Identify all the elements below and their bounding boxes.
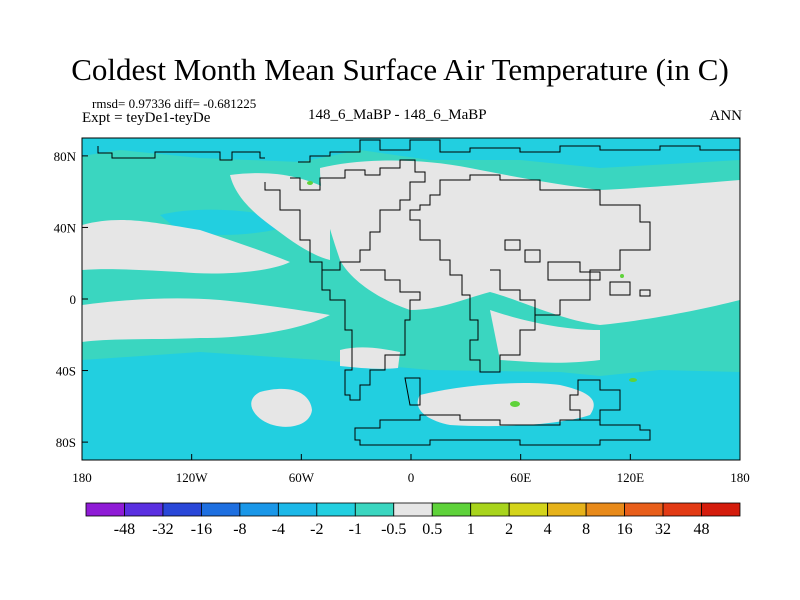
colorbar-swatch	[431, 502, 472, 517]
period-label: 148_6_MaBP - 148_6_MaBP	[308, 107, 487, 123]
coast-island-3	[547, 261, 601, 281]
coastlines	[97, 139, 740, 446]
colorbar-label: 8	[582, 521, 590, 538]
y-tick-label: 40N	[54, 220, 77, 235]
coast-island-1	[504, 239, 521, 251]
field-green-spot-3	[629, 378, 637, 382]
field-grey-npacific	[82, 220, 290, 274]
colorbar-swatch	[624, 502, 664, 517]
colorbar-swatch	[470, 502, 510, 517]
colorbar-label: 32	[655, 521, 671, 538]
x-tick-label: 0	[408, 470, 415, 485]
colorbar-swatch	[85, 502, 125, 517]
colorbar-swatch	[162, 502, 202, 517]
colorbar-swatch	[585, 502, 625, 517]
field-grey-satlantic	[340, 347, 400, 369]
field-grey-indian	[490, 310, 600, 363]
field-grey-namerica	[230, 173, 330, 260]
season-label: ANN	[709, 108, 743, 124]
colorbar-swatch	[662, 502, 702, 517]
colorbar-swatch	[201, 502, 241, 517]
colorbar-label: -8	[233, 521, 246, 538]
coast-island-5	[639, 289, 651, 297]
field-grey-antarctic-1	[417, 383, 594, 427]
colorbar-label: -4	[272, 521, 285, 538]
colorbar-label: -16	[191, 521, 212, 538]
colorbar: -48 -32 -16 -8 -4 -2 -1 -0.5 0.5 1 2 4 8 16 32 48	[85, 502, 741, 538]
stats-line: rmsd= 0.97336 diff= -0.681225	[92, 96, 257, 111]
y-tick-label: 80N	[54, 149, 77, 164]
field-grey-se-pacific	[251, 388, 312, 427]
y-axis-ticks: 80N 40N 0 40S 80S	[54, 149, 88, 450]
colorbar-label: -32	[152, 521, 173, 538]
colorbar-swatch	[239, 502, 279, 517]
colorbar-label: -2	[310, 521, 323, 538]
colorbar-swatch	[124, 502, 164, 517]
y-tick-label: 80S	[56, 435, 76, 450]
colorbar-label: 48	[694, 521, 710, 538]
x-tick-label: 180	[72, 470, 92, 485]
chart-title: Coldest Month Mean Surface Air Temperatu…	[71, 52, 729, 87]
x-tick-label: 120W	[176, 470, 209, 485]
colorbar-swatch	[277, 502, 318, 517]
colorbar-swatch	[508, 502, 549, 517]
colorbar-label: -48	[114, 521, 135, 538]
field-grey-spacific	[82, 298, 330, 342]
coast-arctic-rim	[97, 146, 265, 161]
y-tick-label: 0	[70, 292, 77, 307]
colorbar-swatch	[316, 502, 356, 517]
x-axis-ticks: 180 120W 60W 0 60E 120E 180	[72, 454, 750, 485]
colorbar-label: 0.5	[422, 521, 442, 538]
colorbar-swatch	[393, 502, 433, 517]
coast-south-america	[321, 269, 421, 401]
colorbar-swatch	[547, 502, 587, 517]
coast-arabia	[490, 269, 536, 330]
colorbar-label: 4	[544, 521, 552, 538]
colorbar-label: -0.5	[381, 521, 406, 538]
colorbar-swatch	[701, 502, 741, 517]
coast-north-eurasia	[298, 139, 740, 163]
colorbar-label: 1	[467, 521, 475, 538]
colorbar-label: -1	[349, 521, 362, 538]
field-green-spot-1	[307, 181, 313, 185]
coast-island-4	[609, 281, 631, 296]
colorbar-label: 2	[505, 521, 513, 538]
x-tick-label: 120E	[617, 470, 645, 485]
field-green-spot-4	[620, 274, 624, 278]
coast-afro-eurasia	[409, 174, 651, 373]
experiment-label: Expt = teyDe1-teyDe	[82, 110, 211, 126]
field-grey-europe	[420, 185, 490, 211]
colorbar-label: 16	[617, 521, 633, 538]
field-grey-westpac	[600, 224, 740, 291]
field-green-spot-2	[510, 401, 520, 407]
colorbar-swatch	[354, 502, 395, 517]
field-cyan-south	[82, 352, 740, 460]
x-tick-label: 60W	[289, 470, 315, 485]
y-tick-label: 40S	[56, 364, 76, 379]
coast-north-america	[264, 159, 426, 271]
x-tick-label: 60E	[510, 470, 531, 485]
coast-antarctic-peninsula	[404, 377, 421, 406]
coast-antarctica	[354, 414, 651, 446]
map-field	[82, 138, 740, 460]
coast-island-2	[524, 249, 541, 263]
x-tick-label: 180	[730, 470, 750, 485]
